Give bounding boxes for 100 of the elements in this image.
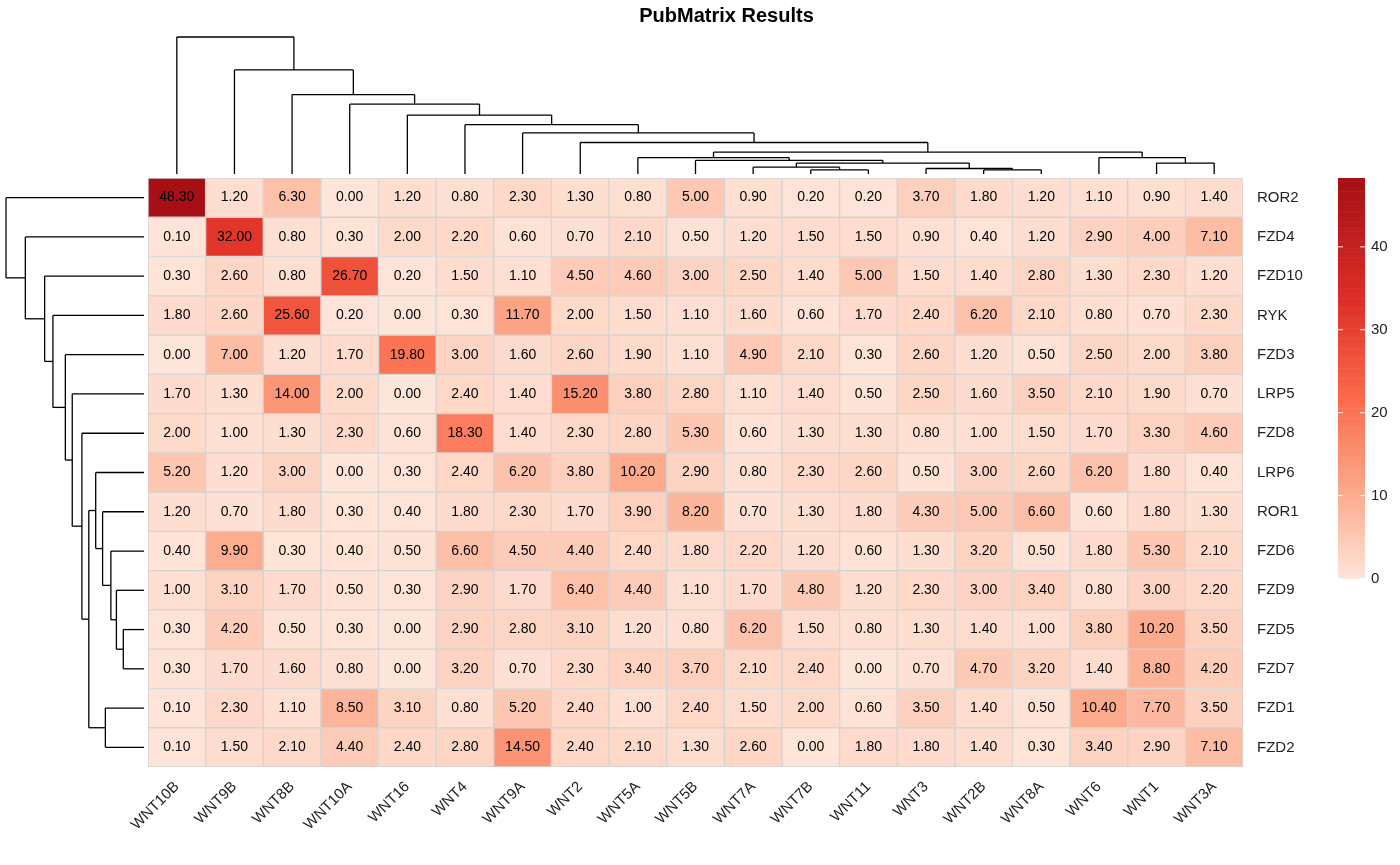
data-label: 1.50	[1027, 424, 1056, 441]
data-label: 1.30	[854, 424, 883, 441]
data-label: 1.80	[854, 738, 883, 755]
data-label: 6.60	[451, 541, 479, 558]
data-label: 3.10	[220, 581, 249, 598]
y-tick-label: ROR2	[1257, 187, 1299, 205]
data-label: 6.20	[739, 620, 767, 637]
data-label: 1.80	[451, 502, 479, 519]
data-label: 3.00	[451, 345, 479, 362]
data-label: 0.60	[854, 698, 883, 715]
data-label: 0.20	[854, 188, 883, 205]
data-label: 2.60	[1027, 463, 1056, 480]
data-label: 15.20	[562, 384, 598, 401]
data-label: 1.70	[278, 581, 306, 598]
data-label: 0.80	[451, 698, 479, 715]
data-label: 1.00	[1027, 620, 1056, 637]
data-label: 1.50	[912, 267, 940, 284]
data-label: 4.20	[220, 620, 249, 637]
data-label: 0.50	[336, 581, 364, 598]
data-label: 4.30	[912, 502, 940, 519]
data-label: 3.10	[393, 698, 422, 715]
data-label: 1.40	[797, 384, 825, 401]
data-label: 0.90	[1142, 188, 1171, 205]
data-label: 4.90	[739, 345, 767, 362]
data-label: 6.20	[1085, 463, 1113, 480]
data-label: 1.10	[508, 267, 537, 284]
data-label: 2.40	[681, 698, 710, 715]
data-label: 0.80	[278, 227, 306, 244]
data-label: 1.20	[1200, 267, 1229, 284]
data-label: 1.00	[220, 424, 249, 441]
data-label: 2.10	[739, 659, 767, 676]
data-label: 1.20	[970, 345, 998, 362]
data-label: 2.30	[1142, 267, 1171, 284]
data-label: 0.60	[854, 541, 883, 558]
data-label: 1.80	[1142, 502, 1171, 519]
data-label: 0.30	[854, 345, 883, 362]
data-label: 14.50	[505, 738, 541, 755]
data-label: 1.00	[624, 698, 652, 715]
data-label: 1.80	[278, 502, 306, 519]
data-label: 3.00	[970, 463, 998, 480]
data-label: 0.70	[739, 502, 767, 519]
data-label: 1.30	[278, 424, 306, 441]
data-label: 0.80	[912, 424, 940, 441]
data-label: 11.70	[505, 306, 540, 323]
data-label: 0.80	[854, 620, 883, 637]
data-label: 0.80	[1085, 306, 1113, 323]
color-bar-label: 20	[1371, 402, 1388, 420]
data-label: 1.50	[797, 620, 825, 637]
data-label: 3.00	[970, 581, 998, 598]
data-label: 1.80	[912, 738, 940, 755]
data-label: 1.80	[970, 188, 998, 205]
data-label: 1.40	[970, 267, 998, 284]
data-label: 5.20	[163, 463, 191, 480]
data-label: 1.10	[278, 698, 306, 715]
data-label: 1.00	[163, 581, 191, 598]
data-label: 1.30	[1085, 267, 1113, 284]
data-label: 3.40	[624, 659, 652, 676]
data-label: 1.60	[739, 306, 767, 323]
data-label: 1.40	[970, 620, 998, 637]
y-tick-label: FZD10	[1257, 266, 1303, 284]
data-label: 2.80	[624, 424, 652, 441]
y-tick-label: FZD7	[1257, 658, 1295, 676]
data-label: 0.10	[163, 227, 191, 244]
data-label: 2.00	[163, 424, 191, 441]
y-tick-label: FZD2	[1257, 737, 1295, 755]
data-label: 1.20	[797, 541, 825, 558]
data-label: 2.30	[566, 659, 595, 676]
data-label: 2.40	[451, 384, 479, 401]
data-label: 2.60	[912, 345, 940, 362]
data-label: 6.30	[278, 188, 306, 205]
data-label: 3.40	[1085, 738, 1113, 755]
data-label: 0.50	[854, 384, 883, 401]
data-label: 7.70	[1142, 698, 1171, 715]
data-label: 0.20	[336, 306, 364, 323]
data-label: 8.80	[1142, 659, 1171, 676]
data-label: 2.10	[624, 738, 652, 755]
data-label: 2.00	[1142, 345, 1171, 362]
data-label: 2.90	[681, 463, 710, 480]
data-label: 3.20	[1027, 659, 1056, 676]
data-label: 0.50	[278, 620, 306, 637]
data-label: 0.40	[163, 541, 191, 558]
data-label: 2.40	[566, 698, 595, 715]
data-label: 5.00	[681, 188, 710, 205]
data-label: 3.70	[681, 659, 710, 676]
data-label: 1.20	[393, 188, 422, 205]
data-label: 1.70	[336, 345, 364, 362]
data-label: 2.30	[912, 581, 940, 598]
data-label: 0.30	[393, 581, 422, 598]
data-label: 2.10	[797, 345, 825, 362]
data-label: 1.30	[912, 620, 940, 637]
y-tick-label: LRP5	[1257, 384, 1295, 402]
data-label: 0.80	[739, 463, 767, 480]
data-label: 3.00	[681, 267, 710, 284]
data-label: 1.40	[1085, 659, 1113, 676]
data-label: 0.30	[1027, 738, 1056, 755]
data-label: 2.40	[566, 738, 595, 755]
data-label: 4.60	[624, 267, 652, 284]
data-label: 25.60	[274, 306, 310, 323]
data-label: 2.80	[1027, 267, 1056, 284]
data-label: 0.80	[336, 659, 364, 676]
